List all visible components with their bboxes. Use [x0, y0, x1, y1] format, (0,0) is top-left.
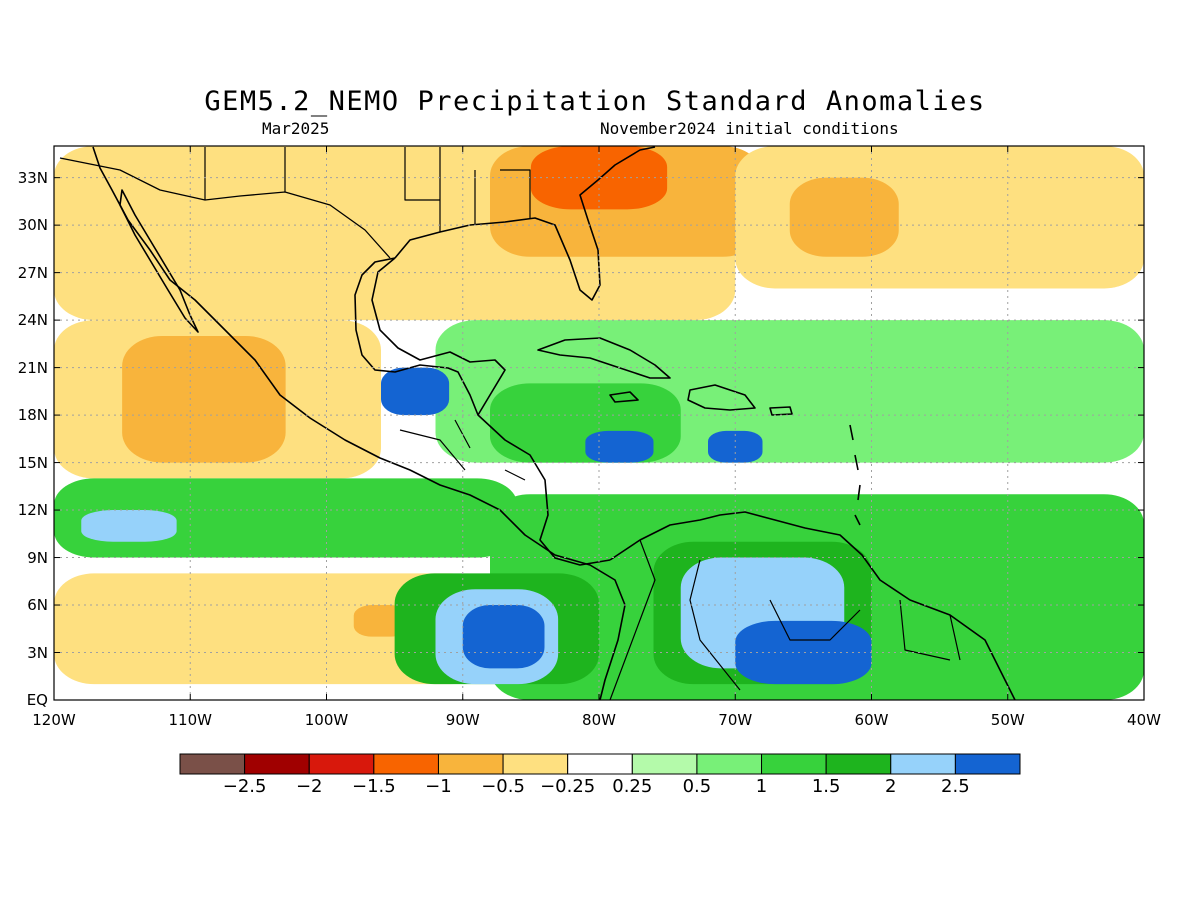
lat-label: 24N — [17, 311, 48, 330]
anomaly-region-18 — [735, 620, 872, 685]
colorbar-label: −1.5 — [351, 776, 396, 797]
map-title: GEM5.2_NEMO Precipitation Standard Anoma… — [204, 86, 986, 117]
colorbar-label: 2.5 — [941, 776, 970, 797]
colorbar-label: 1 — [755, 776, 768, 797]
colorbar-swatch — [761, 753, 827, 775]
pacific-coastline — [92, 146, 626, 701]
lat-label: 30N — [17, 216, 48, 235]
colorbar-swatch — [179, 753, 246, 775]
lat-label: 12N — [17, 501, 48, 520]
colorbar-label: 2 — [885, 776, 897, 797]
anomaly-region-19 — [381, 367, 450, 416]
colorbar-label: −0.5 — [481, 776, 525, 797]
colorbar-label: −1 — [425, 776, 452, 797]
lon-label: 80W — [582, 711, 616, 729]
lat-label: 33N — [17, 168, 48, 187]
colorbar-swatch — [502, 753, 569, 775]
lon-label: 60W — [854, 711, 889, 729]
graticule — [54, 146, 1144, 700]
anomaly-region-20 — [585, 430, 654, 463]
us-state-borders — [204, 147, 531, 232]
lon-label: 70W — [718, 711, 753, 729]
lat-label: 9N — [27, 548, 48, 567]
jamaica-outline — [609, 391, 639, 403]
colorbar-swatch — [308, 753, 375, 775]
caribbean-coast-central-america — [477, 414, 611, 566]
lesser-antilles — [849, 424, 861, 526]
baja-coastline — [119, 189, 199, 333]
us-mexico-border — [59, 157, 391, 259]
colorbar-swatch — [954, 753, 1021, 775]
lon-label: 40W — [1127, 711, 1161, 729]
initial-conditions-label: November2024 initial conditions — [600, 119, 899, 138]
anomaly-region-4 — [789, 177, 899, 257]
colorbar-swatch — [825, 753, 892, 775]
colorbar-swatch — [631, 753, 698, 775]
puerto-rico-outline — [769, 406, 793, 416]
anomaly-region-15 — [462, 605, 545, 669]
colorbar-swatch — [696, 753, 763, 775]
lon-label: 110W — [168, 711, 212, 729]
lat-label: EQ — [26, 691, 48, 709]
colorbar-swatch — [373, 753, 439, 775]
colorbar-label: 0.5 — [682, 776, 712, 797]
anomaly-region-6 — [122, 335, 286, 463]
lon-label: 50W — [990, 711, 1025, 729]
colorbar-label: 0.25 — [612, 776, 653, 797]
anomaly-fills — [54, 146, 1144, 700]
south-america-borders — [609, 539, 961, 701]
lat-label: 21N — [17, 358, 48, 377]
colorbar-label: 1.5 — [811, 776, 841, 797]
anomaly-region-11 — [54, 478, 518, 558]
lat-label: 27N — [17, 263, 48, 282]
colorbar-swatch — [890, 753, 956, 775]
anomaly-region-22 — [81, 510, 177, 542]
lat-label: 6N — [27, 596, 48, 615]
colorbar-label: −0.25 — [540, 776, 596, 797]
colorbar — [179, 753, 1021, 775]
colorbar-label: −2 — [295, 776, 323, 797]
anomaly-region-7 — [54, 573, 490, 685]
colorbar-swatch — [437, 753, 504, 775]
gulf-coastline — [354, 257, 506, 416]
south-america-north-coast — [609, 511, 1016, 701]
colorbar-label: −2.5 — [222, 776, 267, 797]
lon-label: 100W — [304, 711, 349, 729]
valid-month-label: Mar2025 — [262, 119, 330, 138]
cuba-outline — [537, 337, 671, 379]
colorbar-swatch — [567, 753, 633, 775]
axis-ticks — [53, 146, 1145, 701]
lat-label: 18N — [17, 406, 48, 425]
colorbar-swatch — [244, 753, 310, 775]
lon-label: 90W — [445, 711, 480, 729]
lat-label: 3N — [27, 643, 48, 662]
hispaniola-outline — [687, 384, 756, 411]
lon-label: 120W — [32, 711, 76, 729]
lat-label: 15N — [17, 453, 48, 472]
